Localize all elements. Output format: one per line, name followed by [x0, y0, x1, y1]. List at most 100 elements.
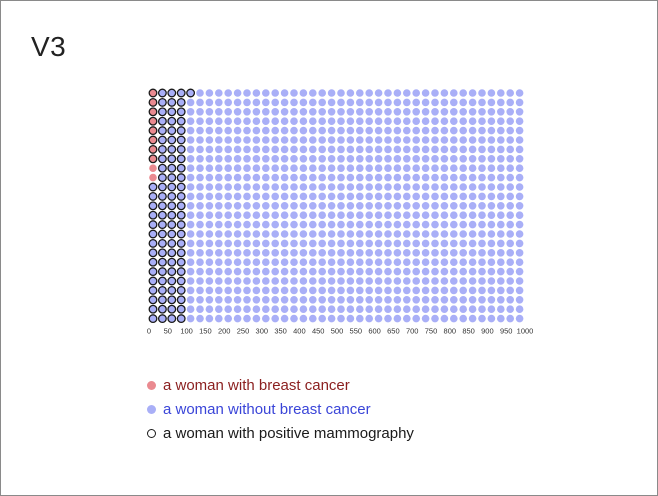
woman-no-cancer-dot [176, 295, 186, 305]
woman-no-cancer-dot [271, 258, 279, 266]
woman-no-cancer-dot [478, 249, 486, 257]
woman-no-cancer-dot [497, 230, 505, 238]
woman-no-cancer-dot [280, 230, 289, 238]
woman-no-cancer-dot [271, 239, 279, 248]
woman-no-cancer-dot [327, 126, 336, 135]
woman-no-cancer-dot [478, 136, 486, 144]
axis-tick-label: 0 [147, 327, 151, 336]
woman-no-cancer-dot [478, 211, 486, 219]
woman-no-cancer-dot [393, 286, 402, 295]
woman-no-cancer-dot [167, 267, 177, 277]
woman-no-cancer-dot [176, 163, 186, 173]
woman-no-cancer-dot [487, 145, 496, 154]
woman-no-cancer-dot [440, 296, 449, 304]
axis-tick-label: 300 [256, 327, 269, 336]
woman-no-cancer-dot [384, 305, 392, 313]
woman-no-cancer-dot [384, 286, 392, 295]
woman-no-cancer-dot [468, 220, 477, 229]
woman-no-cancer-dot [431, 183, 439, 191]
woman-no-cancer-dot [224, 296, 232, 304]
woman-no-cancer-dot [233, 183, 242, 191]
woman-no-cancer-dot [215, 267, 223, 276]
woman-no-cancer-dot [374, 277, 383, 285]
woman-no-cancer-dot [262, 277, 270, 285]
woman-no-cancer-dot [215, 183, 223, 191]
woman-no-cancer-dot [205, 155, 214, 163]
woman-no-cancer-dot [243, 277, 251, 285]
woman-no-cancer-dot [176, 135, 186, 145]
woman-no-cancer-dot [365, 89, 373, 97]
woman-no-cancer-dot [176, 285, 186, 295]
woman-no-cancer-dot [431, 98, 439, 107]
woman-no-cancer-dot [243, 296, 251, 304]
woman-no-cancer-dot [393, 314, 402, 323]
woman-no-cancer-dot [478, 173, 486, 182]
woman-no-cancer-dot [374, 305, 383, 313]
woman-no-cancer-dot [403, 258, 411, 266]
woman-no-cancer-dot [318, 117, 326, 125]
woman-no-cancer-dot [309, 183, 317, 191]
woman-no-cancer-dot [233, 211, 242, 219]
woman-no-cancer-dot [450, 286, 458, 295]
woman-no-cancer-dot [243, 202, 251, 210]
woman-no-cancer-dot [224, 117, 232, 125]
woman-no-cancer-dot [327, 239, 336, 248]
woman-no-cancer-dot [327, 211, 336, 219]
woman-no-cancer-dot [497, 211, 505, 219]
woman-no-cancer-dot [252, 305, 261, 313]
legend-label-positive: a woman with positive mammography [163, 424, 414, 442]
woman-no-cancer-dot [487, 155, 496, 163]
woman-no-cancer-dot [393, 108, 402, 116]
woman-no-cancer-dot [157, 116, 167, 126]
woman-no-cancer-dot [412, 126, 421, 135]
woman-no-cancer-dot [337, 155, 345, 163]
woman-no-cancer-dot [346, 108, 355, 116]
woman-no-cancer-dot [384, 202, 392, 210]
woman-no-cancer-dot [497, 202, 505, 210]
woman-no-cancer-dot [252, 173, 261, 182]
woman-no-cancer-dot [393, 89, 402, 97]
woman-no-cancer-dot [148, 210, 158, 220]
woman-no-cancer-dot [487, 314, 496, 323]
woman-no-cancer-dot [215, 305, 223, 313]
woman-no-cancer-dot [412, 314, 421, 323]
woman-no-cancer-dot [431, 89, 439, 97]
woman-no-cancer-dot [309, 277, 317, 285]
woman-no-cancer-dot [157, 135, 167, 145]
woman-no-cancer-dot [515, 220, 524, 229]
woman-no-cancer-dot [421, 173, 430, 182]
woman-no-cancer-dot [299, 126, 308, 135]
woman-no-cancer-dot [318, 164, 326, 172]
woman-no-cancer-dot [224, 220, 232, 229]
woman-no-cancer-dot [262, 314, 270, 323]
woman-no-cancer-dot [487, 239, 496, 248]
woman-no-cancer-dot [290, 98, 298, 107]
woman-no-cancer-dot [290, 239, 298, 248]
woman-no-cancer-dot [384, 239, 392, 248]
woman-no-cancer-dot [468, 239, 477, 248]
woman-no-cancer-dot [196, 258, 204, 266]
woman-no-cancer-dot [412, 277, 421, 285]
woman-no-cancer-dot [374, 267, 383, 276]
woman-no-cancer-dot [327, 89, 336, 97]
woman-no-cancer-dot [450, 183, 458, 191]
woman-no-cancer-dot [280, 314, 289, 323]
woman-no-cancer-dot [374, 89, 383, 97]
woman-no-cancer-dot [440, 136, 449, 144]
woman-no-cancer-dot [176, 267, 186, 277]
woman-no-cancer-dot [403, 164, 411, 172]
woman-no-cancer-dot [205, 249, 214, 257]
axis-tick-label: 450 [312, 327, 325, 336]
woman-no-cancer-dot [186, 239, 195, 248]
woman-no-cancer-dot [487, 126, 496, 135]
woman-no-cancer-dot [365, 305, 373, 313]
woman-no-cancer-dot [280, 192, 289, 201]
woman-no-cancer-dot [148, 248, 158, 258]
woman-no-cancer-dot [346, 202, 355, 210]
woman-no-cancer-dot [450, 258, 458, 266]
woman-no-cancer-dot [412, 305, 421, 313]
woman-no-cancer-dot [356, 296, 364, 304]
woman-no-cancer-dot [412, 108, 421, 116]
woman-no-cancer-dot [271, 145, 279, 154]
woman-no-cancer-dot [403, 239, 411, 248]
